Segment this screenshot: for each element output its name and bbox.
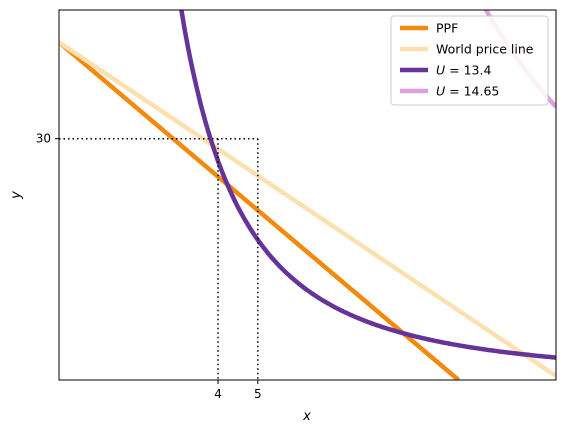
legend: PPF World price line U = 13.4 U = 14.65 <box>390 15 549 106</box>
x-tick-label: 5 <box>254 387 262 401</box>
x-tick-label: 4 <box>214 387 222 401</box>
legend-label: PPF <box>436 21 458 36</box>
axis-ticks: 4 5 30 <box>36 132 262 401</box>
legend-frame <box>390 15 549 106</box>
series-ppf <box>59 40 461 380</box>
legend-label: U = 13.4 <box>436 63 491 78</box>
legend-label: World price line <box>436 42 534 57</box>
y-tick-label: 30 <box>36 132 51 146</box>
legend-label: U = 14.65 <box>436 84 499 99</box>
reference-lines <box>59 137 259 380</box>
plot-frame <box>58 9 557 381</box>
y-axis-label: y <box>9 191 24 200</box>
plot-area <box>59 10 556 380</box>
series-world-price-line <box>59 40 556 378</box>
x-axis-label: x <box>302 409 311 424</box>
series-u-13-4 <box>179 10 556 360</box>
